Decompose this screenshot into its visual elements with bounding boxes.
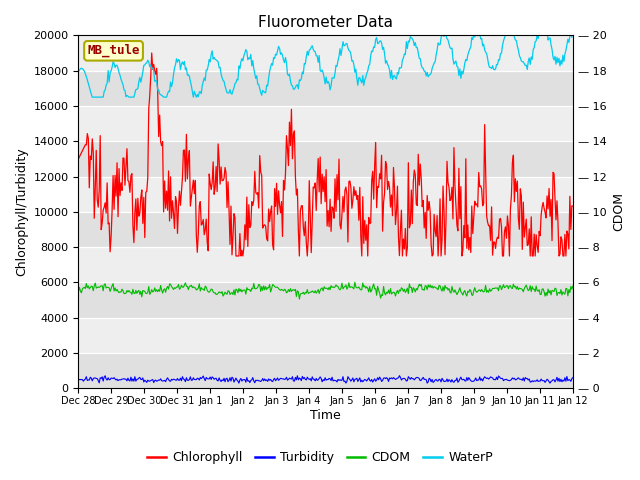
Bar xyxy=(79,106,573,141)
Bar xyxy=(79,212,573,247)
Bar xyxy=(79,247,573,282)
Bar xyxy=(79,353,573,388)
Text: MB_tule: MB_tule xyxy=(87,44,140,58)
Bar xyxy=(79,141,573,177)
Title: Fluorometer Data: Fluorometer Data xyxy=(258,15,393,30)
Bar xyxy=(79,318,573,353)
Bar xyxy=(79,282,573,318)
Legend: Chlorophyll, Turbidity, CDOM, WaterP: Chlorophyll, Turbidity, CDOM, WaterP xyxy=(142,446,498,469)
Bar xyxy=(79,177,573,212)
Y-axis label: CDOM: CDOM xyxy=(612,192,625,231)
X-axis label: Time: Time xyxy=(310,409,341,422)
Bar xyxy=(79,71,573,106)
Y-axis label: Chlorophyll/Turbidity: Chlorophyll/Turbidity xyxy=(15,147,28,276)
Bar xyxy=(79,36,573,71)
